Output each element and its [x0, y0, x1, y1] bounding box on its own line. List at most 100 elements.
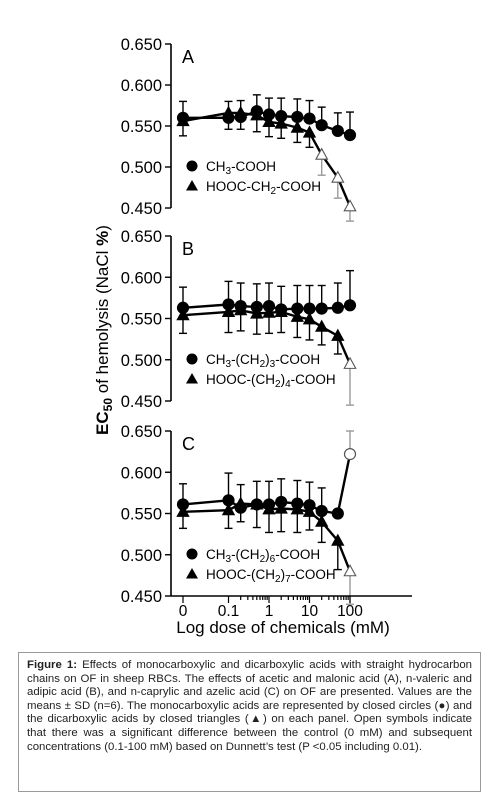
legend-label-part: 7: [285, 574, 291, 585]
data-point: [291, 302, 304, 315]
data-point: [315, 119, 328, 132]
series-mono: [176, 430, 357, 520]
data-point: [303, 499, 316, 512]
x-axis-label: Log dose of chemicals (mM): [176, 618, 390, 637]
y-tick-label: 0.650: [121, 228, 162, 246]
data-point: [262, 114, 276, 127]
legend-label: CH3-(CH2)6-COOH: [206, 547, 320, 565]
legend-label-part: HOOC-CH: [206, 179, 271, 194]
panel-label: A: [182, 47, 194, 67]
data-point: [331, 328, 345, 341]
data-point: [315, 147, 329, 160]
figure-chart: EC50 of hemolysis (NaCl %) 0.450 0.500 0.5…: [93, 36, 412, 637]
legend-label-part: 2: [260, 359, 266, 370]
data-point: [315, 319, 329, 332]
y-axis-label-part: 50: [101, 398, 115, 412]
y-tick-label: 0.600: [121, 464, 162, 482]
y-tick-label: 0.550: [121, 311, 162, 329]
data-point: [234, 300, 247, 313]
data-point: [302, 312, 317, 325]
data-point: [222, 298, 235, 311]
data-point: [176, 301, 190, 314]
panel-c: 0.4500.5000.5500.6000.650CCH3-(CH2)6-COO…: [121, 423, 357, 606]
data-point: [331, 507, 344, 520]
data-point: [343, 448, 357, 461]
legend-label-part: 2: [260, 554, 266, 565]
data-point: [176, 504, 190, 517]
legend-label-part: 4: [285, 379, 291, 390]
x-tick-label: 100: [337, 603, 363, 620]
y-tick-label: 0.600: [121, 77, 162, 95]
legend-label: HOOC-(CH2)7-COOH: [206, 567, 336, 585]
data-point: [303, 302, 316, 315]
legend-label-part: CH: [206, 547, 226, 562]
y-tick-label: 0.450: [121, 200, 162, 218]
data-point: [176, 308, 190, 321]
legend-marker: [186, 373, 198, 384]
data-point: [343, 299, 357, 312]
data-point: [222, 494, 235, 507]
data-point: [291, 497, 304, 510]
y-tick-label: 0.450: [121, 588, 162, 606]
legend-marker: [186, 548, 198, 560]
y-tick-label: 0.600: [121, 269, 162, 287]
panel-label: B: [182, 239, 194, 259]
data-point: [302, 125, 317, 138]
data-point: [343, 564, 357, 577]
data-point: [275, 110, 288, 123]
data-point: [222, 111, 235, 124]
data-point: [275, 495, 288, 509]
y-tick-label: 0.650: [121, 36, 162, 54]
legend-label-part: HOOC-(CH: [206, 372, 275, 387]
data-point: [343, 356, 357, 369]
legend-label-part: 3: [226, 359, 232, 370]
legend-label-part: ): [265, 547, 270, 562]
y-tick-label: 0.650: [121, 423, 162, 441]
legend-label-part: CH: [206, 159, 226, 174]
y-axis-label-part: of hemolysis (NaCl: [93, 246, 112, 398]
series-mono: [176, 269, 357, 316]
data-point: [234, 110, 247, 124]
legend-marker: [186, 160, 198, 172]
legend-label: CH3-COOH: [206, 159, 276, 177]
data-point: [315, 504, 328, 518]
y-axis-label-part: EC: [93, 411, 112, 435]
y-tick-label: 0.550: [121, 118, 162, 136]
legend-marker: [186, 353, 198, 365]
legend-label: HOOC-CH2-COOH: [206, 179, 321, 197]
y-tick-label: 0.550: [121, 506, 162, 524]
legend-label: HOOC-(CH2)4-COOH: [206, 372, 336, 390]
data-point: [331, 124, 344, 138]
data-point: [303, 112, 316, 125]
legend-label-part: HOOC-(CH: [206, 567, 275, 582]
data-point: [221, 503, 236, 516]
y-axis-label: EC50 of hemolysis (NaCl %): [93, 225, 115, 435]
x-axis: 0 0.1 1 10 100: [171, 595, 412, 620]
y-tick-label: 0.500: [121, 352, 162, 370]
data-point: [250, 105, 263, 118]
legend-label-part: 2: [275, 379, 281, 390]
legend-label-part: 6: [270, 554, 276, 565]
data-point: [331, 533, 345, 546]
data-point: [176, 498, 190, 511]
panel-b: 0.4500.5000.5500.6000.650BCH3-(CH2)3-COO…: [121, 228, 357, 411]
x-tick-label: 0: [179, 603, 188, 620]
figure-caption: Figure 1: Effects of monocarboxylic and …: [18, 652, 481, 792]
legend-label-part: 2: [275, 574, 281, 585]
legend-marker: [186, 180, 198, 191]
y-axis-label-part: %: [93, 231, 112, 246]
legend-label-part: CH: [206, 352, 226, 367]
legend-label-part: ): [281, 567, 286, 582]
data-point: [176, 111, 190, 124]
legend-label-part: 3: [270, 359, 276, 370]
legend-marker: [186, 568, 198, 579]
legend-label-part: -COOH: [291, 567, 336, 582]
data-point: [275, 303, 288, 316]
y-tick-label: 0.500: [121, 547, 162, 565]
data-point: [315, 514, 329, 527]
data-point: [234, 501, 247, 514]
data-point: [250, 498, 263, 511]
caption-text: Effects of monocarboxylic and dicarboxyl…: [27, 659, 472, 753]
data-point: [290, 309, 304, 322]
